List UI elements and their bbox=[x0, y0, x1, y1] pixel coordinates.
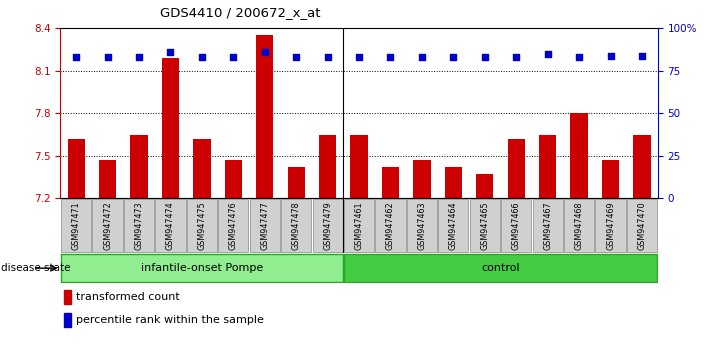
FancyBboxPatch shape bbox=[92, 199, 123, 252]
FancyBboxPatch shape bbox=[61, 199, 91, 252]
Text: GSM947467: GSM947467 bbox=[543, 201, 552, 250]
Bar bbox=[570, 113, 588, 198]
Point bbox=[70, 55, 82, 60]
Bar bbox=[64, 313, 71, 327]
Text: GSM947468: GSM947468 bbox=[574, 201, 584, 250]
Point bbox=[605, 53, 616, 58]
Text: GSM947471: GSM947471 bbox=[72, 201, 80, 250]
FancyBboxPatch shape bbox=[250, 199, 280, 252]
Point bbox=[542, 51, 553, 57]
Point bbox=[196, 55, 208, 60]
Point bbox=[102, 55, 113, 60]
Text: GSM947472: GSM947472 bbox=[103, 201, 112, 250]
Bar bbox=[193, 139, 210, 198]
FancyBboxPatch shape bbox=[218, 199, 248, 252]
FancyBboxPatch shape bbox=[313, 199, 343, 252]
FancyBboxPatch shape bbox=[595, 199, 626, 252]
Bar bbox=[68, 139, 85, 198]
FancyBboxPatch shape bbox=[564, 199, 594, 252]
FancyBboxPatch shape bbox=[344, 199, 374, 252]
Text: GDS4410 / 200672_x_at: GDS4410 / 200672_x_at bbox=[160, 6, 321, 19]
FancyBboxPatch shape bbox=[375, 199, 405, 252]
Point bbox=[385, 55, 396, 60]
Point bbox=[448, 55, 459, 60]
Bar bbox=[225, 160, 242, 198]
Point bbox=[636, 53, 648, 58]
Point bbox=[416, 55, 427, 60]
FancyBboxPatch shape bbox=[533, 199, 562, 252]
FancyBboxPatch shape bbox=[438, 199, 469, 252]
Bar bbox=[413, 160, 431, 198]
Bar bbox=[256, 35, 274, 198]
Bar bbox=[508, 139, 525, 198]
Text: GSM947474: GSM947474 bbox=[166, 201, 175, 250]
Text: disease state: disease state bbox=[1, 263, 70, 273]
FancyBboxPatch shape bbox=[470, 199, 500, 252]
FancyBboxPatch shape bbox=[61, 254, 343, 282]
Bar bbox=[382, 167, 399, 198]
Bar bbox=[444, 167, 462, 198]
Text: GSM947469: GSM947469 bbox=[606, 201, 615, 250]
FancyBboxPatch shape bbox=[344, 254, 657, 282]
Text: GSM947470: GSM947470 bbox=[638, 201, 646, 250]
Point bbox=[353, 55, 365, 60]
Text: GSM947473: GSM947473 bbox=[134, 201, 144, 250]
Point bbox=[573, 55, 584, 60]
Bar bbox=[64, 290, 71, 304]
Text: infantile-onset Pompe: infantile-onset Pompe bbox=[141, 263, 263, 273]
Point bbox=[479, 55, 491, 60]
Text: GSM947478: GSM947478 bbox=[292, 201, 301, 250]
Bar bbox=[162, 58, 179, 198]
FancyBboxPatch shape bbox=[124, 199, 154, 252]
Text: GSM947466: GSM947466 bbox=[512, 201, 520, 250]
Text: GSM947476: GSM947476 bbox=[229, 201, 237, 250]
Text: GSM947464: GSM947464 bbox=[449, 201, 458, 250]
Bar bbox=[319, 135, 336, 198]
Text: GSM947479: GSM947479 bbox=[323, 201, 332, 250]
Bar bbox=[634, 135, 651, 198]
FancyBboxPatch shape bbox=[281, 199, 311, 252]
Text: transformed count: transformed count bbox=[76, 292, 180, 302]
Text: GSM947463: GSM947463 bbox=[417, 201, 427, 250]
Bar bbox=[99, 160, 116, 198]
Bar bbox=[130, 135, 148, 198]
Bar bbox=[476, 174, 493, 198]
Point bbox=[291, 55, 302, 60]
Text: control: control bbox=[481, 263, 520, 273]
FancyBboxPatch shape bbox=[627, 199, 657, 252]
Bar bbox=[602, 160, 619, 198]
Text: GSM947461: GSM947461 bbox=[355, 201, 363, 250]
Point bbox=[510, 55, 522, 60]
FancyBboxPatch shape bbox=[187, 199, 217, 252]
Bar bbox=[539, 135, 556, 198]
Point bbox=[322, 55, 333, 60]
Text: GSM947462: GSM947462 bbox=[386, 201, 395, 250]
Text: percentile rank within the sample: percentile rank within the sample bbox=[76, 315, 264, 325]
Bar bbox=[351, 135, 368, 198]
Point bbox=[228, 55, 239, 60]
FancyBboxPatch shape bbox=[407, 199, 437, 252]
Bar bbox=[287, 167, 305, 198]
FancyBboxPatch shape bbox=[156, 199, 186, 252]
Point bbox=[165, 49, 176, 55]
Text: GSM947475: GSM947475 bbox=[198, 201, 206, 250]
Point bbox=[134, 55, 145, 60]
Text: GSM947477: GSM947477 bbox=[260, 201, 269, 250]
Point bbox=[259, 49, 270, 55]
Text: GSM947465: GSM947465 bbox=[481, 201, 489, 250]
FancyBboxPatch shape bbox=[501, 199, 531, 252]
